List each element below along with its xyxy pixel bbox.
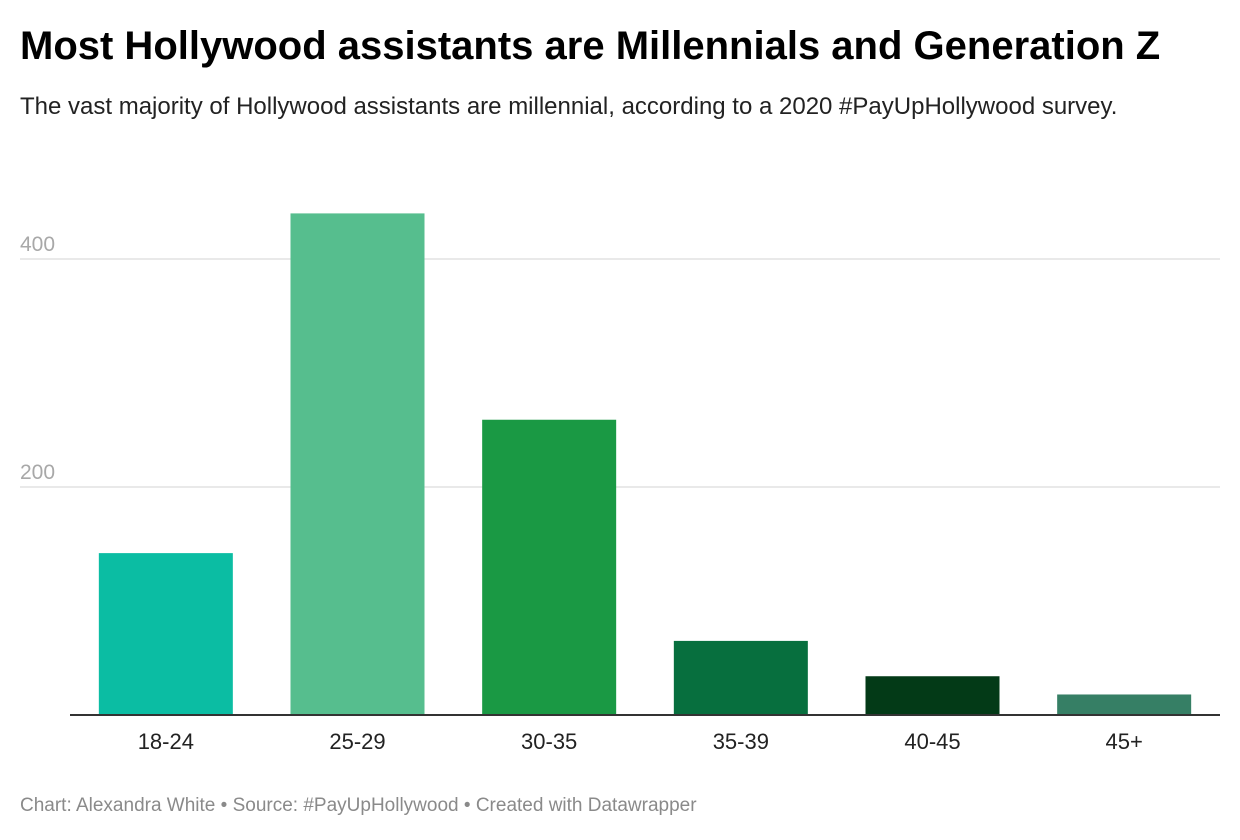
bar-45+: [1057, 694, 1192, 715]
bars: [98, 213, 1192, 715]
chart-subtitle: The vast majority of Hollywood assistant…: [20, 93, 1118, 120]
chart-footer: Chart: Alexandra White • Source: #PayUpH…: [20, 794, 1220, 818]
x-tick-label: 45+: [1106, 729, 1143, 754]
gridlines: [20, 258, 1220, 488]
footer-created-with: Created with Datawrapper: [475, 795, 697, 816]
footer-credit: Chart: Alexandra White: [20, 795, 216, 816]
footer-separator: •: [458, 795, 476, 816]
axes: 200 400 18-24 25-29 30-35 35-39 40-45 45+: [20, 233, 1220, 754]
x-tick-label: 25-29: [329, 729, 385, 754]
chart-title: Most Hollywood assistants are Millennial…: [20, 24, 1161, 68]
bar-30-35: [482, 419, 617, 715]
footer-source: Source: #PayUpHollywood: [232, 795, 459, 816]
bar-18-24: [98, 553, 233, 715]
bar-25-29: [290, 213, 425, 715]
x-tick-label: 40-45: [904, 729, 960, 754]
x-tick-label: 18-24: [138, 729, 194, 754]
x-tick-label: 30-35: [521, 729, 577, 754]
bar-40-45: [865, 676, 1000, 715]
y-tick-label: 400: [20, 233, 55, 256]
bar-35-39: [673, 640, 808, 715]
footer-separator: •: [215, 795, 233, 816]
y-tick-label: 200: [20, 461, 55, 484]
x-tick-label: 35-39: [713, 729, 769, 754]
